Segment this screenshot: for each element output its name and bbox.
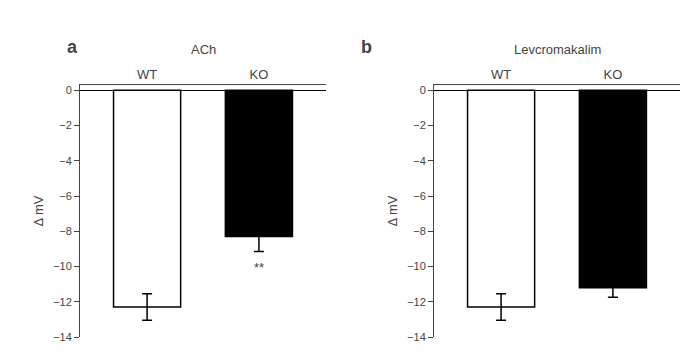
svg-text:0: 0 [66, 84, 72, 96]
svg-text:WT: WT [137, 67, 157, 82]
svg-text:b: b [361, 37, 372, 57]
svg-text:−6: −6 [59, 190, 72, 202]
svg-text:−10: −10 [407, 260, 426, 272]
svg-text:−4: −4 [413, 155, 426, 167]
svg-text:−14: −14 [53, 331, 72, 343]
svg-text:−10: −10 [53, 260, 72, 272]
svg-text:−14: −14 [407, 331, 426, 343]
svg-text:**: ** [254, 260, 264, 275]
svg-text:0: 0 [420, 84, 426, 96]
svg-text:−8: −8 [413, 225, 426, 237]
svg-text:KO: KO [250, 67, 269, 82]
svg-text:−2: −2 [413, 119, 426, 131]
svg-text:−12: −12 [53, 296, 72, 308]
svg-text:Levcromakalim: Levcromakalim [514, 42, 601, 57]
svg-text:Δ mV: Δ mV [31, 195, 46, 226]
svg-text:Δ mV: Δ mV [385, 195, 400, 226]
svg-text:WT: WT [491, 67, 511, 82]
svg-text:−4: −4 [59, 155, 72, 167]
svg-text:KO: KO [604, 67, 623, 82]
svg-text:ACh: ACh [191, 42, 216, 57]
svg-text:−2: −2 [59, 119, 72, 131]
svg-text:−12: −12 [407, 296, 426, 308]
svg-text:a: a [67, 37, 78, 57]
svg-text:−6: −6 [413, 190, 426, 202]
svg-text:−8: −8 [59, 225, 72, 237]
